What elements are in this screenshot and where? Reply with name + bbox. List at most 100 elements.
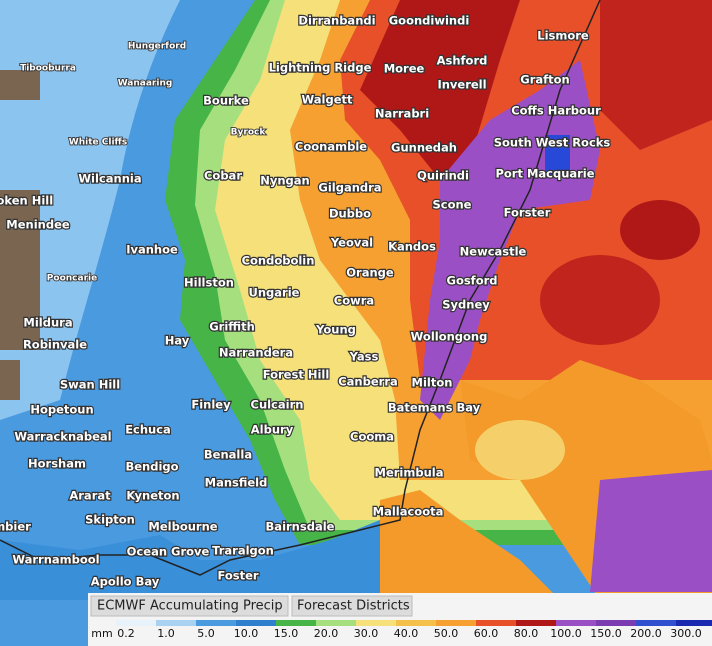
legend-swatch — [356, 620, 396, 626]
place-label: Bendigo — [125, 460, 178, 474]
place-label: Cooma — [350, 430, 394, 444]
legend-label: 20.0 — [314, 627, 339, 640]
place-label: Inverell — [437, 78, 486, 92]
place-label: Kandos — [388, 240, 436, 254]
place-label: Bairnsdale — [266, 520, 335, 534]
place-label: Melbourne — [148, 520, 217, 534]
place-label: Mansfield — [205, 476, 268, 490]
place-label: mbier — [0, 520, 31, 534]
place-label: Coffs Harbour — [511, 104, 601, 118]
place-label: Foster — [217, 569, 258, 583]
legend-label: 0.2 — [117, 627, 135, 640]
place-label: South West Rocks — [494, 136, 611, 150]
place-label: Grafton — [520, 73, 569, 87]
place-label: Gunnedah — [391, 141, 457, 155]
place-label: Finley — [191, 398, 231, 412]
place-label: Walgett — [301, 93, 353, 107]
place-label: Young — [315, 323, 356, 337]
place-label: Albury — [251, 423, 294, 437]
place-label: Byrock — [231, 128, 267, 138]
legend-label: 150.0 — [590, 627, 622, 640]
place-label: Kyneton — [126, 489, 179, 503]
legend-swatch — [196, 620, 236, 626]
coastline — [0, 0, 601, 576]
legend-swatch — [676, 620, 712, 626]
legend-label: 100.0 — [550, 627, 582, 640]
place-label: Wanaaring — [118, 79, 173, 89]
place-label: Narrandera — [219, 346, 293, 360]
place-label: Lismore — [537, 29, 589, 43]
place-label: Benalla — [204, 448, 252, 462]
place-label: Apollo Bay — [91, 575, 160, 589]
legend-swatch — [516, 620, 556, 626]
place-label: Ivanhoe — [126, 243, 178, 257]
place-label: Merimbula — [375, 466, 444, 480]
place-label: Quirindi — [417, 169, 469, 183]
tab-label: ECMWF Accumulating Precip — [97, 599, 283, 614]
place-label: Culcairn — [251, 398, 304, 412]
legend-label: 15.0 — [274, 627, 299, 640]
place-label: Ashford — [437, 54, 488, 68]
place-label: Mallacoota — [373, 505, 444, 519]
legend-swatch — [476, 620, 516, 626]
place-label: Gosford — [447, 274, 498, 288]
legend-swatch — [236, 620, 276, 626]
place-label: Yass — [349, 350, 379, 364]
place-label: Dubbo — [329, 207, 371, 221]
place-label: Bourke — [203, 94, 249, 108]
legend-swatch — [276, 620, 316, 626]
legend-swatch — [436, 620, 476, 626]
place-label: Echuca — [125, 423, 171, 437]
place-label: Cobar — [204, 169, 242, 183]
place-label: Moree — [384, 62, 425, 76]
place-label: Mildura — [23, 316, 72, 330]
legend-swatch — [556, 620, 596, 626]
legend-label: 200.0 — [630, 627, 662, 640]
place-label: Ungarie — [249, 286, 300, 300]
legend-label: 10.0 — [234, 627, 259, 640]
legend-label: 30.0 — [354, 627, 379, 640]
legend-label: 5.0 — [197, 627, 215, 640]
place-label: Forster — [504, 206, 551, 220]
place-label: Robinvale — [23, 338, 87, 352]
place-label: Hopetoun — [30, 403, 93, 417]
place-label: Wilcannia — [78, 172, 141, 186]
place-label: Wollongong — [411, 330, 488, 344]
place-label: Pooncarie — [47, 274, 97, 284]
place-label: Skipton — [85, 513, 135, 527]
place-label: roken Hill — [0, 194, 53, 208]
legend-scale: 0.2 1.0 5.0 10.0 15.0 20.0 30.0 40.0 50.0 60.0 80.… — [116, 620, 712, 640]
legend-label: 40.0 — [394, 627, 419, 640]
place-label: Swan Hill — [60, 378, 120, 392]
place-label: Yeoval — [330, 236, 373, 250]
place-label: Hungerford — [128, 42, 186, 52]
legend-label: 50.0 — [434, 627, 459, 640]
legend-swatch — [156, 620, 196, 626]
legend-unit: mm — [91, 627, 112, 640]
place-label: Narrabri — [375, 107, 429, 121]
legend-panel: ECMWF Accumulating Precip Forecast Distr… — [88, 593, 712, 646]
tab[interactable] — [291, 595, 413, 617]
legend-label: 80.0 — [514, 627, 539, 640]
legend-label: 300.0 — [670, 627, 702, 640]
place-label: Condobolin — [242, 254, 315, 268]
place-label: Hillston — [184, 276, 234, 290]
place-label: Warrnambool — [12, 553, 99, 567]
place-label: Cowra — [334, 294, 374, 308]
place-label: Port Macquarie — [495, 167, 594, 181]
legend-swatch — [116, 620, 156, 626]
tab[interactable] — [90, 595, 289, 617]
place-label: Gilgandra — [318, 181, 381, 195]
place-label: Horsham — [28, 457, 86, 471]
place-label: Forest Hill — [263, 368, 330, 382]
place-label: Menindee — [6, 218, 70, 232]
place-label: Tibooburra — [20, 64, 76, 74]
place-label: Milton — [412, 376, 453, 390]
place-labels: Dirranbandi Goondiwindi Lismore Hungerford A… — [0, 12, 612, 589]
place-label: Newcastle — [460, 245, 527, 259]
place-label: Scone — [433, 198, 472, 212]
place-label: Ocean Grove — [127, 545, 210, 559]
